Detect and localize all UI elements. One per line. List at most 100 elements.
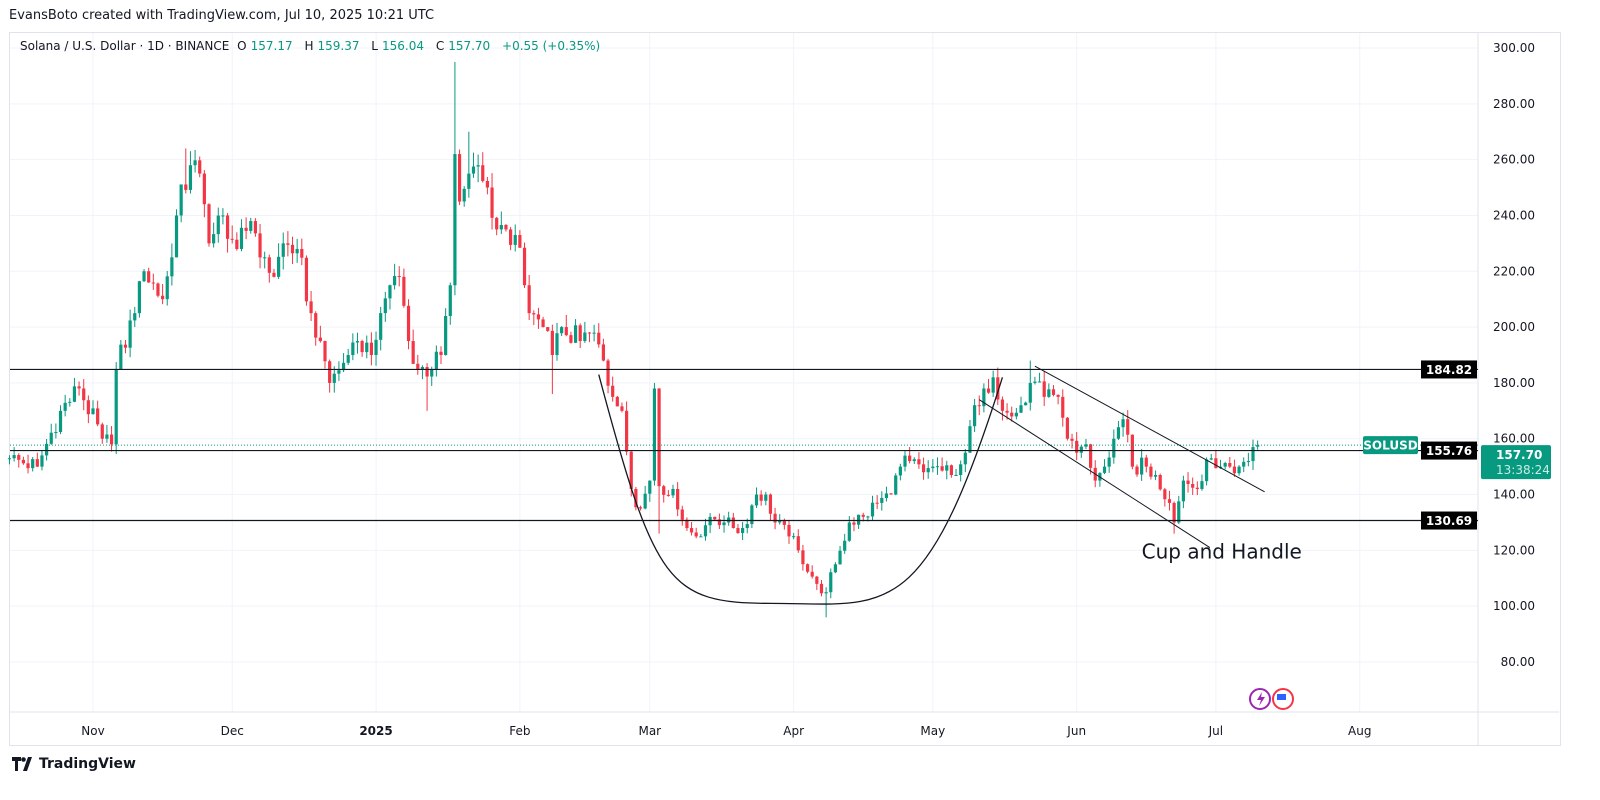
x-tick-label: Dec bbox=[221, 724, 244, 738]
candle-body bbox=[685, 519, 689, 529]
candle-body bbox=[12, 455, 16, 459]
pattern-annotation: Cup and Handle bbox=[1142, 539, 1302, 563]
change-value: +0.55 (+0.35%) bbox=[502, 39, 601, 53]
cup-curve bbox=[598, 374, 1004, 605]
candle-body bbox=[119, 344, 123, 369]
candle-body bbox=[648, 480, 652, 494]
candle-body bbox=[123, 344, 128, 348]
candle-body bbox=[411, 341, 415, 364]
candle-body bbox=[128, 320, 132, 348]
candle-body bbox=[550, 330, 554, 355]
candle-body bbox=[63, 402, 67, 411]
candle-body bbox=[286, 243, 290, 245]
y-tick-label: 120.00 bbox=[1493, 543, 1535, 557]
candle-body bbox=[244, 227, 248, 231]
candle-body bbox=[1256, 445, 1260, 447]
candle-body bbox=[174, 215, 179, 258]
candle-body bbox=[1107, 457, 1111, 467]
candle-body bbox=[258, 233, 262, 258]
low-label: L bbox=[371, 39, 378, 53]
y-tick-label: 80.00 bbox=[1501, 655, 1535, 669]
tradingview-logo[interactable]: TradingView bbox=[12, 756, 136, 772]
candle-body bbox=[875, 502, 879, 504]
candle-body bbox=[680, 509, 684, 520]
candle-body bbox=[21, 459, 25, 464]
open-value: O 157.17 bbox=[237, 39, 296, 53]
candle-body bbox=[1075, 440, 1079, 453]
candle-body bbox=[1177, 501, 1181, 523]
level-price-tag bbox=[1421, 360, 1477, 379]
candle-body bbox=[750, 505, 754, 525]
x-tick-label: 2025 bbox=[359, 724, 392, 738]
low-value: L 156.04 bbox=[371, 39, 428, 53]
candle-body bbox=[35, 459, 39, 467]
candle-body bbox=[193, 160, 197, 166]
candle-body bbox=[86, 400, 90, 415]
candle-body bbox=[406, 305, 411, 342]
candle-body bbox=[991, 377, 995, 393]
candle-body bbox=[773, 513, 777, 523]
candle-body bbox=[810, 571, 814, 577]
symbol-tag-label: SOLUSD bbox=[1363, 439, 1417, 453]
candle-body bbox=[249, 221, 253, 231]
candle-body bbox=[1209, 458, 1213, 460]
candle-body bbox=[833, 564, 837, 573]
candle-body bbox=[151, 282, 155, 284]
candle-body bbox=[866, 516, 870, 518]
candle-body bbox=[1246, 461, 1250, 463]
candle-body bbox=[96, 408, 100, 425]
candle-body bbox=[416, 363, 420, 369]
candle-body bbox=[388, 285, 392, 299]
candle-body bbox=[198, 160, 202, 174]
candle-body bbox=[638, 507, 643, 509]
candle-body bbox=[1214, 458, 1218, 469]
candle-body bbox=[968, 426, 972, 453]
candle-body bbox=[954, 475, 958, 477]
candle-body bbox=[137, 281, 141, 314]
candle-body bbox=[1079, 446, 1083, 453]
candle-body bbox=[1061, 396, 1065, 418]
y-tick-label: 260.00 bbox=[1493, 153, 1535, 167]
candle-body bbox=[606, 360, 610, 386]
candle-body bbox=[601, 344, 605, 361]
candle-body bbox=[471, 166, 476, 174]
candle-body bbox=[45, 443, 49, 456]
x-tick-label: Jul bbox=[1208, 724, 1223, 738]
y-tick-label: 160.00 bbox=[1493, 432, 1535, 446]
y-tick-label: 100.00 bbox=[1493, 599, 1535, 613]
candle-body bbox=[509, 229, 513, 245]
candle-body bbox=[281, 243, 285, 257]
candle-body bbox=[857, 514, 861, 525]
candle-body bbox=[184, 184, 188, 190]
candle-body bbox=[165, 276, 169, 300]
candle-body bbox=[374, 339, 378, 355]
high-number: 159.37 bbox=[317, 39, 360, 53]
candle-body bbox=[908, 455, 912, 462]
y-tick-label: 280.00 bbox=[1493, 97, 1535, 111]
candle-body bbox=[476, 165, 480, 167]
candle-body bbox=[300, 248, 304, 258]
candle-body bbox=[852, 522, 856, 525]
candle-body bbox=[481, 165, 485, 182]
tradingview-brand: TradingView bbox=[39, 756, 136, 772]
level-price-label: 184.82 bbox=[1426, 363, 1472, 377]
candle-body bbox=[212, 234, 216, 244]
candle-body bbox=[578, 325, 582, 342]
candle-body bbox=[68, 401, 72, 403]
candle-body bbox=[1056, 394, 1060, 397]
candle-body bbox=[221, 215, 225, 217]
candle-body bbox=[880, 498, 884, 503]
candle-body bbox=[898, 466, 902, 476]
high-value: H 159.37 bbox=[304, 39, 363, 53]
level-price-label: 130.69 bbox=[1426, 514, 1472, 528]
candle-body bbox=[1149, 466, 1153, 477]
candle-body bbox=[26, 463, 30, 469]
candle-body bbox=[643, 493, 647, 509]
candle-body bbox=[963, 452, 967, 465]
candle-body bbox=[1005, 410, 1009, 413]
x-tick-label: Mar bbox=[638, 724, 661, 738]
candle-body bbox=[996, 377, 1000, 400]
candle-body bbox=[369, 342, 373, 355]
candle-body bbox=[453, 154, 457, 286]
